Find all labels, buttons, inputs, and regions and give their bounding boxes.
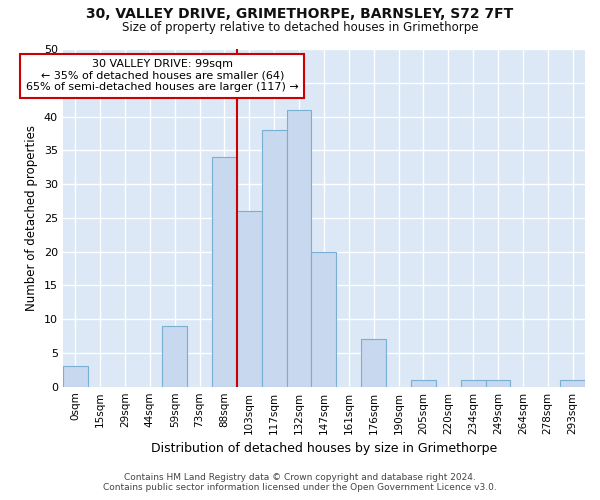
Bar — [287, 110, 311, 386]
Bar — [461, 380, 485, 386]
Text: 30, VALLEY DRIVE, GRIMETHORPE, BARNSLEY, S72 7FT: 30, VALLEY DRIVE, GRIMETHORPE, BARNSLEY,… — [86, 8, 514, 22]
Y-axis label: Number of detached properties: Number of detached properties — [25, 125, 38, 311]
Text: Size of property relative to detached houses in Grimethorpe: Size of property relative to detached ho… — [122, 21, 478, 34]
Bar — [411, 380, 436, 386]
Bar — [237, 211, 262, 386]
Bar — [162, 326, 187, 386]
X-axis label: Distribution of detached houses by size in Grimethorpe: Distribution of detached houses by size … — [151, 442, 497, 455]
Bar — [212, 157, 237, 386]
Bar — [262, 130, 287, 386]
Bar — [485, 380, 511, 386]
Bar — [63, 366, 88, 386]
Bar — [560, 380, 585, 386]
Text: Contains HM Land Registry data © Crown copyright and database right 2024.
Contai: Contains HM Land Registry data © Crown c… — [103, 473, 497, 492]
Bar — [361, 340, 386, 386]
Bar — [311, 252, 337, 386]
Text: 30 VALLEY DRIVE: 99sqm
← 35% of detached houses are smaller (64)
65% of semi-det: 30 VALLEY DRIVE: 99sqm ← 35% of detached… — [26, 59, 299, 92]
